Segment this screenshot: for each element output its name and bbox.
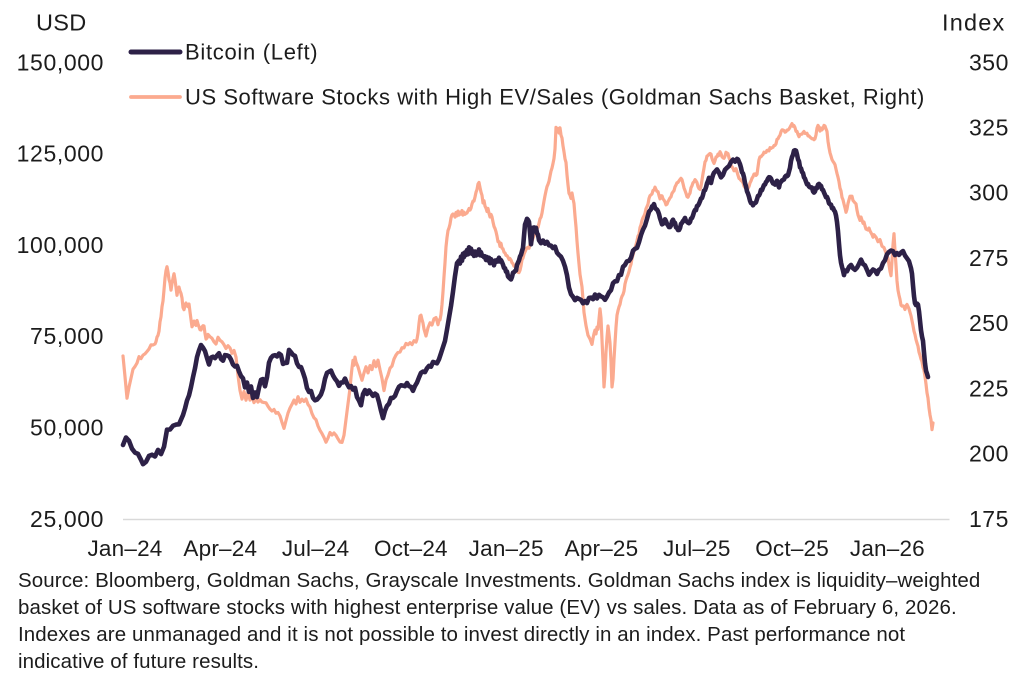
svg-text:175: 175	[969, 506, 1009, 532]
svg-text:275: 275	[969, 245, 1009, 271]
svg-text:200: 200	[969, 441, 1009, 467]
svg-text:Oct–24: Oct–24	[374, 536, 448, 561]
svg-text:Jul–24: Jul–24	[282, 536, 350, 561]
svg-text:Apr–24: Apr–24	[183, 536, 257, 561]
svg-text:Jan–26: Jan–26	[850, 536, 925, 561]
svg-text:Bitcoin (Left): Bitcoin (Left)	[185, 40, 318, 65]
svg-text:50,000: 50,000	[30, 415, 104, 441]
svg-text:Oct–25: Oct–25	[755, 536, 829, 561]
svg-text:25,000: 25,000	[30, 506, 104, 532]
svg-text:Jul–25: Jul–25	[663, 536, 731, 561]
svg-text:125,000: 125,000	[17, 141, 104, 167]
svg-text:USD: USD	[36, 10, 87, 36]
svg-text:150,000: 150,000	[17, 49, 104, 75]
svg-text:US Software Stocks with High E: US Software Stocks with High EV/Sales (G…	[185, 85, 925, 110]
svg-text:Index: Index	[942, 10, 1006, 36]
svg-text:325: 325	[969, 115, 1009, 141]
svg-text:Apr–25: Apr–25	[565, 536, 639, 561]
svg-text:350: 350	[969, 49, 1009, 75]
svg-text:Jan–25: Jan–25	[469, 536, 544, 561]
svg-text:75,000: 75,000	[30, 323, 104, 349]
svg-text:Jan–24: Jan–24	[87, 536, 162, 561]
svg-text:225: 225	[969, 375, 1009, 401]
svg-text:300: 300	[969, 180, 1009, 206]
svg-text:100,000: 100,000	[17, 232, 104, 258]
svg-text:250: 250	[969, 310, 1009, 336]
